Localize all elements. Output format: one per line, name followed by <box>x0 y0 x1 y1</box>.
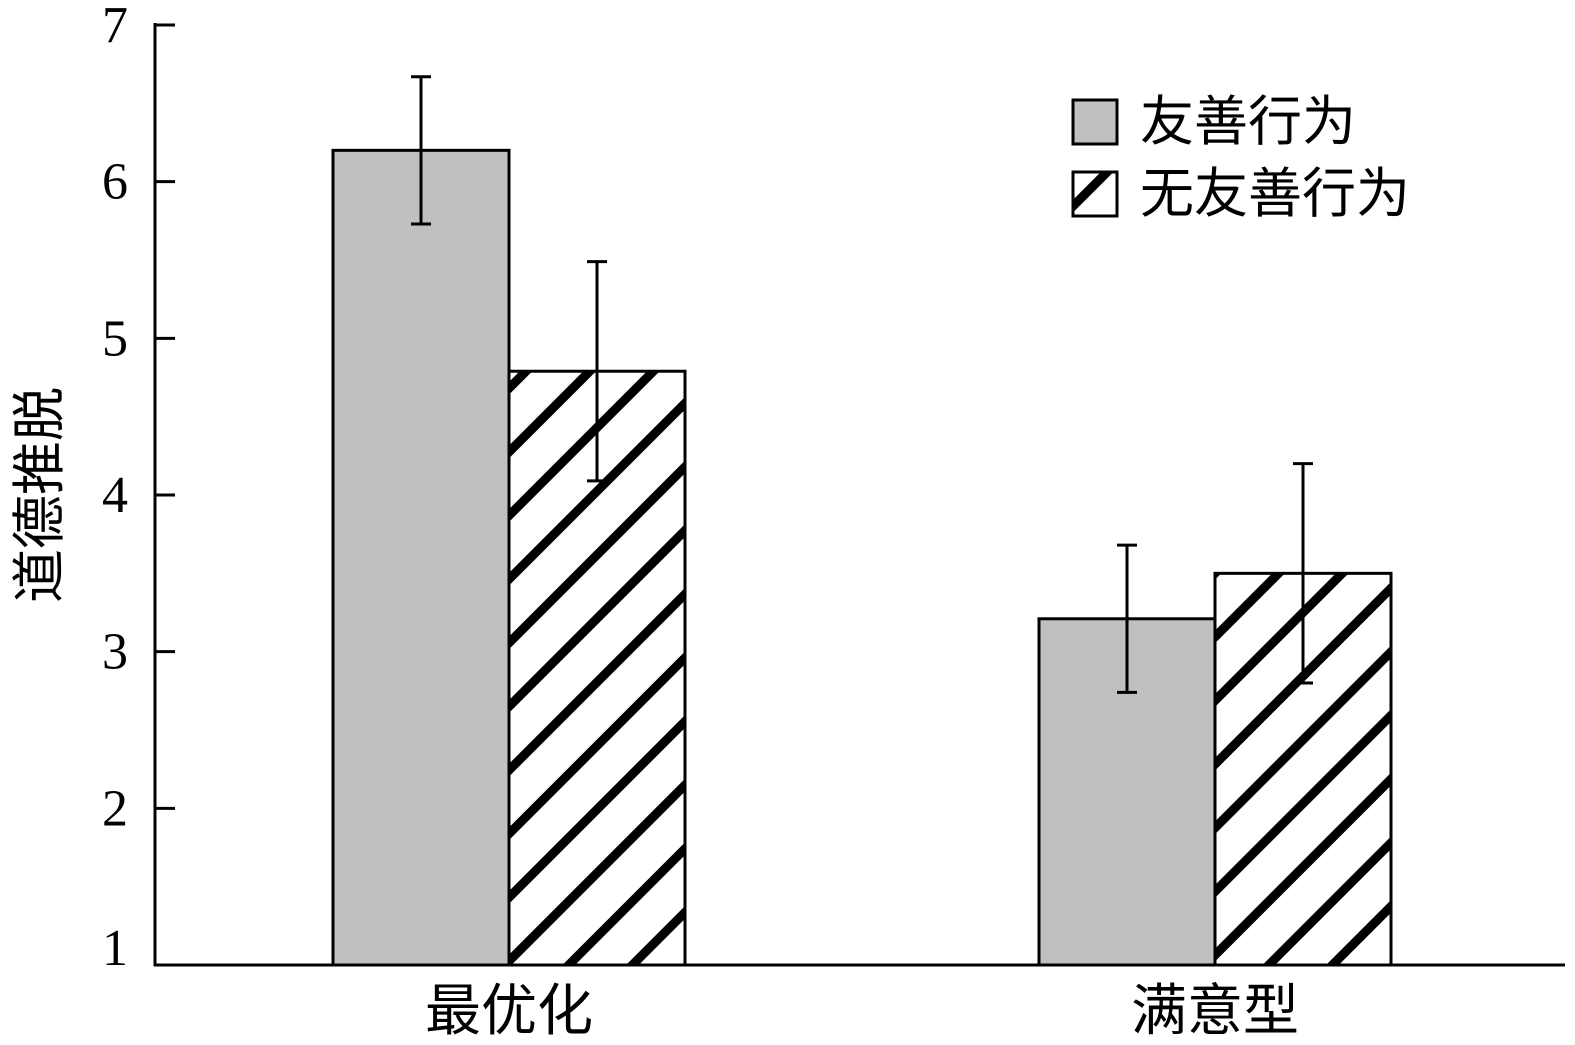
y-tick-label: 2 <box>102 780 128 837</box>
legend-label-1: 无友善行为 <box>1140 164 1410 224</box>
y-tick-label: 5 <box>102 310 128 367</box>
y-tick-label: 6 <box>102 154 128 211</box>
x-tick-label: 满意型 <box>1131 981 1299 1043</box>
error-bar-1-1 <box>1293 462 1313 685</box>
y-tick-label: 1 <box>102 920 128 977</box>
legend-swatch-1 <box>1071 170 1119 218</box>
x-tick-label: 最优化 <box>425 981 593 1043</box>
y-tick-label: 7 <box>102 0 128 54</box>
y-tick-label: 4 <box>102 467 128 524</box>
legend-swatch-0 <box>1071 98 1119 146</box>
error-bar-0-0 <box>411 75 431 226</box>
legend-label-0: 友善行为 <box>1140 92 1356 152</box>
y-axis-label: 道德推脱 <box>10 387 70 603</box>
y-tick-label: 3 <box>102 624 128 681</box>
bar-0-0 <box>331 148 511 967</box>
error-bar-1-0 <box>1117 543 1137 694</box>
error-bar-0-1 <box>587 260 607 483</box>
